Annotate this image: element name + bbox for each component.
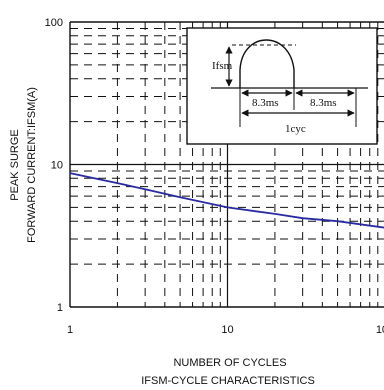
waveform-inset: Ifsm 8.3ms 8.3ms 1cyc: [186, 27, 378, 145]
x-tick-label: 100: [376, 324, 384, 336]
inset-half-sine: [239, 39, 295, 88]
inset-label-half-period-1: 8.3ms: [252, 97, 279, 109]
x-tick-labels: 1 10 100: [67, 324, 384, 336]
inset-label-half-period-2: 8.3ms: [310, 97, 337, 109]
inset-label-cycle: 1cyc: [285, 123, 306, 135]
x-tick-label: 10: [221, 324, 233, 336]
series-line-1: [69, 172, 384, 229]
y-tick-labels: 1 10 100: [45, 17, 63, 314]
inset-label-peak: Ifsm: [212, 60, 233, 72]
y-tick-label: 100: [45, 17, 63, 29]
inset-box: [186, 27, 378, 145]
x-axis-label: NUMBER OF CYCLES: [173, 357, 286, 369]
chart-caption: IFSM-CYCLE CHARACTERISTICS: [141, 375, 315, 387]
y-tick-label: 1: [57, 302, 63, 314]
y-axis-label-line-2: FORWARD CURRENT:IFSM(A): [26, 87, 38, 243]
x-tick-label: 1: [67, 324, 73, 336]
plot-frame: [69, 21, 384, 308]
series-layer: [69, 172, 384, 229]
y-tick-label: 10: [51, 160, 63, 172]
y-axis-label-line-1: PEAK SURGE: [9, 129, 21, 201]
